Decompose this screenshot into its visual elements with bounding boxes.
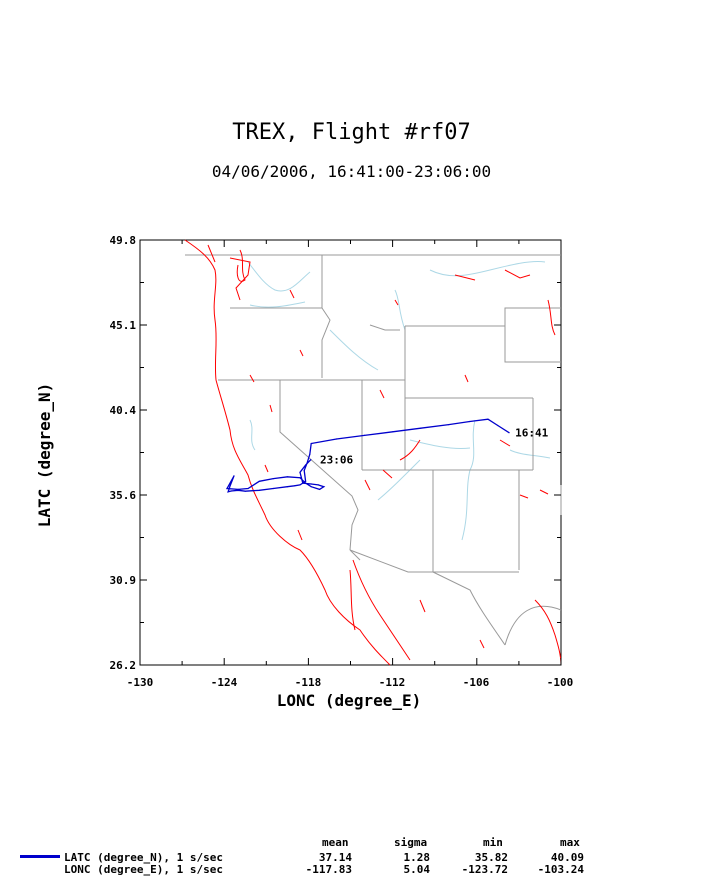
stats-row-min: -123.72: [461, 863, 508, 876]
series-point: [306, 462, 308, 464]
stats-row-sigma: 5.04: [403, 863, 431, 876]
y-axis-label: LATC (degree_N): [35, 383, 54, 528]
series-point: [392, 431, 394, 433]
state-borders-layer: [185, 254, 562, 646]
series-point: [293, 485, 295, 487]
series-point: [469, 420, 471, 423]
series-point: [448, 424, 450, 426]
series-point: [487, 418, 489, 420]
stats-header-min: min: [483, 836, 503, 849]
series-point: [363, 434, 366, 436]
chart-subtitle: 04/06/2006, 16:41:00-23:06:00: [211, 162, 492, 181]
x-axis: -130 -124 -118 -112 -106 -100: [127, 676, 574, 689]
stats-row-mean: 37.14: [318, 851, 352, 864]
series-point: [508, 432, 510, 434]
legend-line: [20, 855, 60, 858]
series-point: [420, 427, 422, 429]
series-point: [272, 487, 274, 490]
series-point: [335, 438, 338, 440]
series-point: [229, 486, 231, 488]
coastline-layer: [184, 239, 562, 666]
series-point: [299, 477, 301, 479]
y-tick-label: 45.1: [110, 319, 137, 332]
x-tick-label: -118: [295, 676, 322, 689]
y-axis: 49.8 45.1 40.4 35.6 30.9 26.2: [110, 234, 137, 672]
x-tick-label: -106: [463, 676, 490, 689]
series-point: [305, 464, 307, 466]
x-tick-label: -124: [211, 676, 238, 689]
plot-frame: [139, 239, 562, 666]
y-tick-label: 35.6: [110, 489, 137, 502]
series-point: [310, 459, 312, 461]
x-axis-label: LONC (degree_E): [277, 691, 422, 710]
end-time-annotation: 23:06: [320, 454, 353, 467]
stats-row-sigma: 1.28: [403, 851, 431, 864]
series-point: [299, 471, 301, 473]
series-point: [310, 483, 312, 485]
chart-title: TREX, Flight #rf07: [232, 120, 471, 145]
y-tick-label: 49.8: [110, 234, 137, 247]
series-point: [258, 489, 260, 491]
flight-track: [225, 418, 510, 493]
stats-row-min: 35.82: [474, 851, 508, 864]
y-tick-label: 40.4: [110, 404, 137, 417]
series-point: [244, 490, 246, 492]
series-point: [237, 489, 239, 491]
x-tick-label: -100: [547, 676, 574, 689]
series-point: [317, 484, 319, 486]
series-point: [233, 475, 235, 477]
stats-header-sigma: sigma: [394, 836, 428, 849]
series-point: [323, 486, 325, 488]
x-tick-label: -112: [379, 676, 406, 689]
start-time-annotation: 16:41: [515, 427, 548, 440]
series-point: [305, 482, 307, 484]
series-point: [286, 486, 288, 488]
x-tick-label: -130: [127, 676, 154, 689]
series-point: [227, 491, 229, 493]
stats-row-max: 40.09: [550, 851, 584, 864]
series-line: [225, 418, 510, 493]
stats-row-label: LONC (degree_E), 1 s/sec: [64, 863, 223, 876]
rivers-layer: [247, 261, 551, 541]
series-point: [305, 480, 307, 482]
series-point: [302, 482, 304, 484]
series-point: [226, 487, 228, 490]
tick-marks: [139, 239, 562, 666]
y-tick-label: 26.2: [110, 659, 137, 672]
series-point: [310, 442, 312, 445]
stats-row-label: LATC (degree_N), 1 s/sec: [64, 851, 223, 864]
series-point: [258, 480, 260, 482]
stats-header-mean: mean: [322, 836, 349, 849]
series-point: [247, 487, 249, 490]
series-point: [299, 484, 301, 486]
series-point: [310, 486, 312, 488]
series-point: [272, 478, 274, 480]
stats-row-max: -103.24: [537, 863, 584, 876]
stats-header-max: max: [560, 836, 580, 849]
series-point: [237, 488, 239, 490]
series-point: [303, 469, 305, 472]
series-point: [309, 453, 311, 455]
series-point: [497, 424, 499, 427]
series-point: [230, 490, 232, 492]
stats-row-mean: -117.83: [305, 863, 352, 876]
series-point: [286, 476, 288, 478]
y-tick-label: 30.9: [110, 574, 137, 587]
series-point: [319, 488, 321, 490]
